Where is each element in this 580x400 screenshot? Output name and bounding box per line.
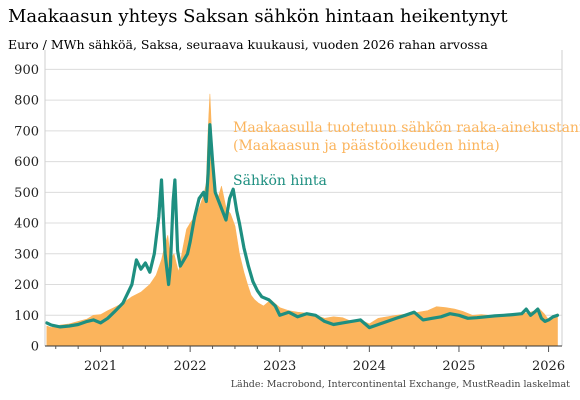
y-tick-label-800: 800 [14,94,39,109]
y-tick-label-400: 400 [14,217,39,232]
annotation-raw-cost-line-1: (Maakaasun ja päästöoikeuden hinta) [233,138,500,154]
x-tick-label-2025: 2025 [442,359,475,374]
chart-subtitle: Euro / MWh sähköä, Saksa, seuraava kuuka… [8,37,488,52]
x-tick-label-2026: 2026 [532,359,565,374]
y-tick-label-300: 300 [14,247,39,262]
y-tick-label-0: 0 [31,340,39,355]
annotation-raw-cost-line-0: Maakaasulla tuotetuun sähkön raaka-ainek… [233,120,580,136]
chart-title: Maakaasun yhteys Saksan sähkön hintaan h… [8,6,508,27]
x-tick-label-2021: 2021 [84,359,117,374]
y-tick-label-100: 100 [14,309,39,324]
annotation-raw-cost: Maakaasulla tuotetuun sähkön raaka-ainek… [233,120,580,154]
x-tick-label-2024: 2024 [353,359,386,374]
y-tick-label-600: 600 [14,155,39,170]
y-tick-label-500: 500 [14,186,39,201]
annotation-electricity-price: Sähkön hinta [233,173,327,189]
x-tick-label-2023: 2023 [263,359,296,374]
x-tick-label-2022: 2022 [174,359,207,374]
series-area-raw-cost [46,93,558,347]
source-note: Lähde: Macrobond, Intercontinental Excha… [230,379,570,390]
y-tick-label-700: 700 [14,124,39,139]
y-tick-label-900: 900 [14,63,39,78]
y-tick-label-200: 200 [14,278,39,293]
series-line-electricity-price [45,123,560,330]
